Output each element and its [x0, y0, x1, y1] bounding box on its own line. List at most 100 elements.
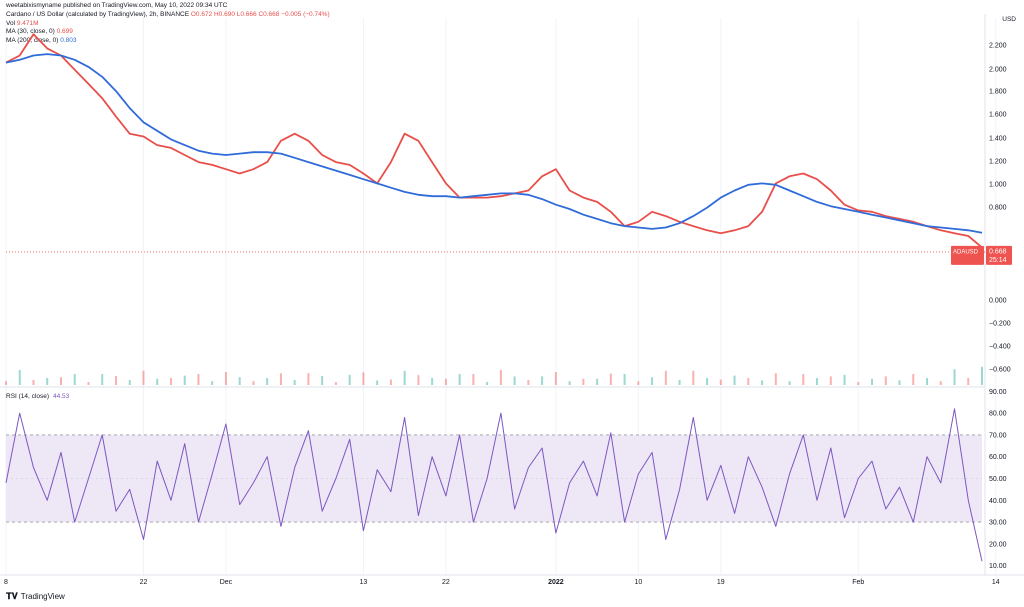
volume-bar	[527, 380, 530, 385]
volume-bar	[623, 374, 626, 385]
volume-bar	[362, 372, 365, 385]
volume-bar	[197, 374, 200, 385]
rsi-tick-label: 60.00	[989, 454, 1007, 461]
volume-row[interactable]: Vol 9.471M	[6, 20, 330, 29]
volume-bar	[183, 375, 186, 385]
symbol-title: Cardano / US Dollar (calculated by Tradi…	[6, 11, 190, 18]
volume-bar	[788, 381, 791, 385]
volume-label: Vol	[6, 19, 16, 27]
volume-bar	[101, 374, 104, 385]
volume-bar	[582, 378, 585, 385]
price-tick-label: 1.600	[989, 112, 1007, 119]
rsi-tick-label: 20.00	[989, 541, 1007, 548]
volume-bar	[169, 378, 172, 385]
volume-bar	[541, 376, 544, 385]
volume-bar	[568, 381, 571, 385]
ma30-row[interactable]: MA (30, close, 0) 0.699	[6, 28, 330, 37]
volume-bar	[307, 373, 310, 385]
rsi-tick-label: 90.00	[989, 389, 1007, 396]
price-tick-label: −0.600	[989, 367, 1011, 374]
price-axis: 2.200 2.000 1.800 1.600 1.400 1.200 1.000 0.800…	[989, 43, 1011, 374]
price-tick-label: 1.000	[989, 182, 1007, 189]
volume-bar	[761, 380, 764, 385]
volume-bar	[637, 381, 640, 385]
price-tick-label: 2.200	[989, 43, 1007, 50]
price-tick-label: −0.400	[989, 344, 1011, 351]
rsi-tick-label: 10.00	[989, 563, 1007, 570]
volume-bar	[348, 374, 351, 385]
rsi-tick-label: 30.00	[989, 520, 1007, 527]
volume-bar	[73, 374, 76, 385]
volume-bar	[266, 378, 269, 385]
price-tag-value-box	[986, 245, 1012, 265]
rsi-band	[6, 434, 982, 523]
volume-bar	[939, 381, 942, 385]
volume-bar	[389, 379, 392, 385]
ma200-row[interactable]: MA (200, close, 0) 0.803	[6, 37, 330, 46]
rsi-label: RSI (14, close)	[6, 393, 49, 400]
time-tick-label: Dec	[220, 579, 233, 586]
time-tick-label: 10	[634, 579, 642, 586]
rsi-tick-label: 80.00	[989, 411, 1007, 418]
rsi-value: 44.53	[53, 393, 70, 400]
rsi-legend[interactable]: RSI (14, close) 44.53	[6, 393, 69, 400]
ma30-value: 0.699	[56, 28, 73, 35]
volume-bar	[733, 375, 736, 385]
volume-bar	[18, 370, 21, 385]
ma200-line	[5, 53, 983, 234]
price-tick-label: −0.200	[989, 321, 1011, 328]
volume-bar	[128, 380, 131, 385]
volume-bar	[114, 376, 117, 385]
time-tick-label: 8	[4, 579, 8, 586]
volume-bar	[981, 366, 983, 385]
volume-bar	[156, 378, 159, 385]
chart-legend: Cardano / US Dollar (calculated by Tradi…	[6, 11, 330, 45]
volume-bar	[747, 378, 750, 385]
volume-bar	[87, 382, 90, 385]
volume-bar	[499, 370, 502, 385]
volume-bar	[678, 380, 681, 385]
volume-bar	[596, 378, 599, 385]
price-tick-label: 1.800	[989, 89, 1007, 96]
price-tick-label: 1.400	[989, 136, 1007, 143]
time-tick-label: 19	[717, 579, 725, 586]
rsi-line	[5, 408, 983, 562]
price-tick-label: 2.000	[989, 67, 1007, 74]
volume-bar	[857, 382, 860, 385]
volume-bar	[5, 381, 7, 385]
ma200-series	[5, 53, 983, 234]
volume-bar	[224, 372, 227, 385]
rsi-tick-label: 50.00	[989, 476, 1007, 483]
volume-bar	[376, 380, 379, 385]
currency-label: USD	[1002, 16, 1016, 23]
volume-bar	[953, 369, 956, 385]
volume-bar	[898, 380, 901, 385]
volume-value: 9.471M	[16, 19, 39, 27]
volume-bar	[417, 375, 420, 385]
volume-bar	[444, 378, 447, 385]
volume-bar	[293, 380, 296, 385]
volume-bar	[142, 370, 145, 385]
tradingview-logo[interactable]: 𝐓𝐕 TradingView	[6, 591, 65, 602]
time-tick-label: 14	[992, 579, 1000, 586]
volume-bar	[926, 378, 929, 385]
tv-brand: TradingView	[20, 592, 65, 601]
ma30-label: MA (30, close, 0)	[6, 28, 55, 35]
price-tag-countdown: 25:14	[989, 257, 1007, 264]
volume-bar	[334, 382, 337, 385]
volume-bar	[431, 378, 434, 385]
volume-bar	[321, 376, 324, 385]
volume-bar	[238, 377, 241, 385]
time-tick-label: Feb	[852, 579, 864, 586]
price-tag-box	[951, 245, 984, 265]
price-tag: ADAUSD 0.668 25:14	[6, 245, 1012, 265]
volume-bar	[211, 381, 214, 385]
volume-bar	[843, 374, 846, 385]
volume-bar	[554, 372, 557, 385]
volume-bar	[458, 374, 461, 385]
ma30-line	[5, 33, 983, 249]
volume-bar	[46, 378, 49, 385]
price-tick-label: 1.200	[989, 159, 1007, 166]
symbol-row[interactable]: Cardano / US Dollar (calculated by Tradi…	[6, 11, 330, 20]
